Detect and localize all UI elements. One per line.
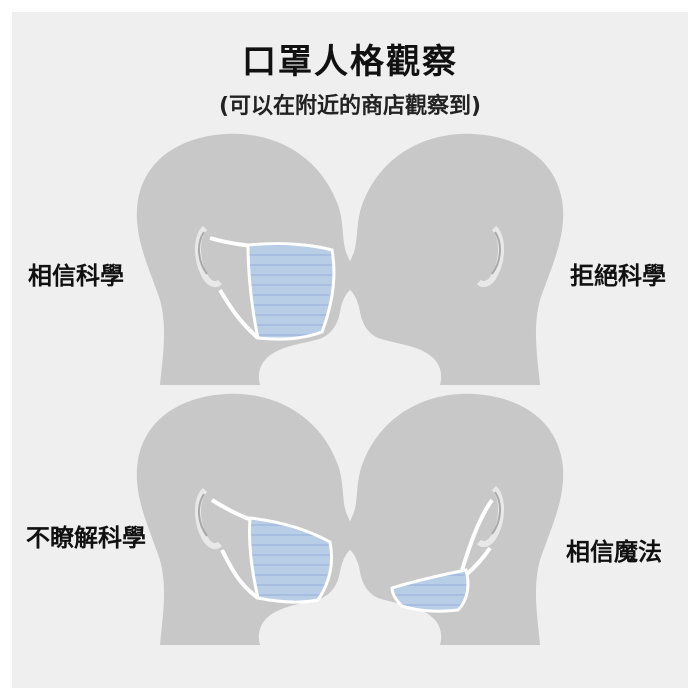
head-reject-science [343, 133, 564, 385]
page-title: 口罩人格觀察 [242, 42, 458, 82]
label-believe-science: 相信科學 [28, 262, 124, 290]
label-reject-science: 拒絕科學 [570, 262, 666, 290]
mask-under-nose [210, 498, 333, 604]
label-dont-understand-science: 不瞭解科學 [26, 524, 146, 552]
page-subtitle: (可以在附近的商店觀察到) [218, 94, 482, 119]
background-frame [12, 12, 688, 688]
mask-worn-correctly [209, 236, 336, 341]
head-believe-magic [343, 393, 564, 645]
label-believe-magic: 相信魔法 [566, 538, 662, 566]
mask-on-chin [390, 498, 494, 613]
